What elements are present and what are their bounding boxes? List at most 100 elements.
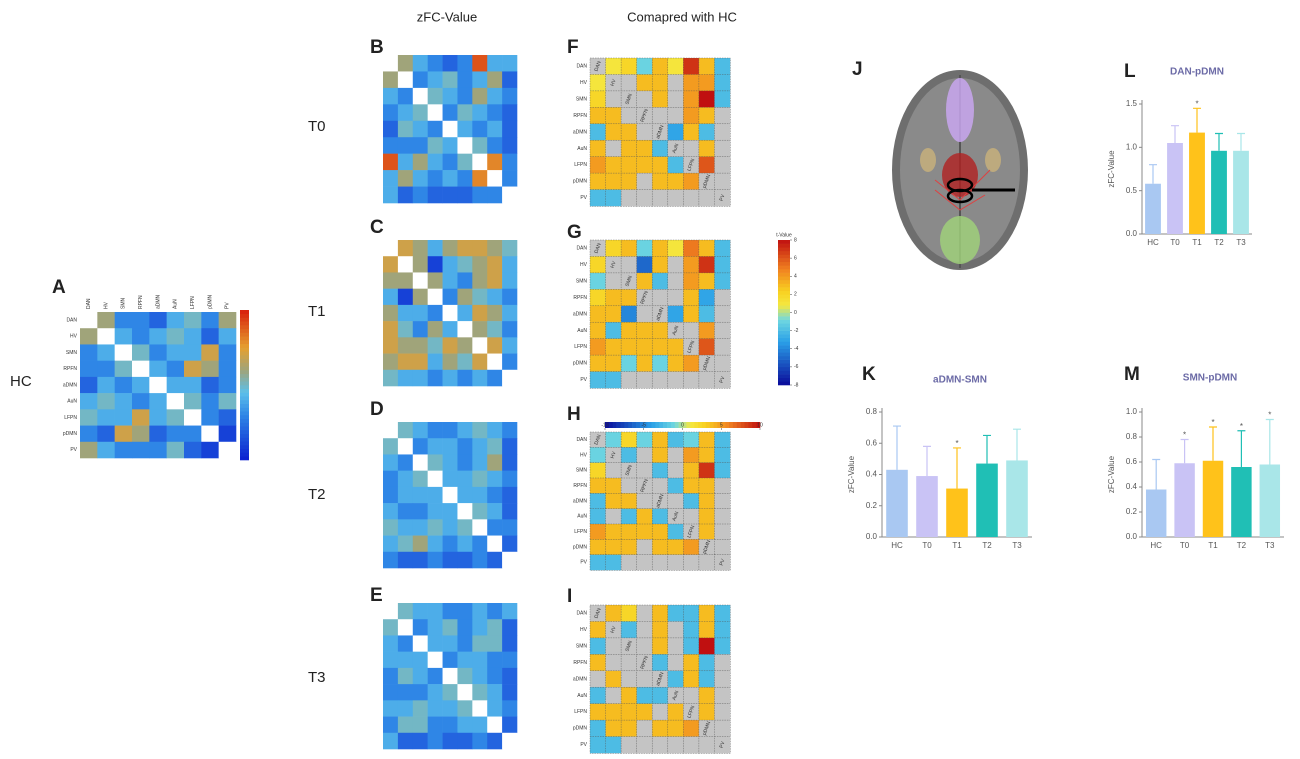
diagonal-label: LFPN [686, 705, 696, 719]
cell [487, 87, 503, 105]
panel-letter: C [370, 217, 384, 238]
cell [620, 493, 638, 510]
colorbar-step [674, 422, 679, 428]
colorbar-step [778, 348, 790, 353]
row-label: RPFN [573, 295, 587, 301]
empty-cell [620, 371, 638, 389]
row-label: aDMN [573, 129, 588, 135]
colorbar-step [778, 381, 790, 386]
colorbar-step [729, 422, 734, 428]
cell [636, 156, 653, 174]
cell [132, 328, 150, 345]
diagonal-label: DAN [593, 607, 602, 619]
cell [502, 635, 518, 652]
colorbar-step [778, 301, 790, 306]
cell [620, 447, 638, 464]
cell [442, 422, 458, 439]
cell [636, 140, 653, 158]
row-label: AuN [577, 693, 587, 699]
cell [652, 57, 669, 75]
x-tick-label: T2 [982, 541, 992, 550]
cell [412, 288, 428, 306]
cell [472, 732, 488, 750]
cell [218, 425, 237, 443]
colorbar-tick-label: 0 [794, 310, 797, 316]
cell [412, 619, 428, 636]
colorbar-step [240, 347, 249, 352]
cell [714, 272, 731, 290]
cell [605, 719, 622, 738]
empty-cell [442, 667, 458, 685]
cell [457, 700, 473, 717]
cell [652, 523, 669, 540]
cell [412, 55, 428, 72]
colorbar-step [240, 426, 249, 431]
cell [605, 239, 622, 257]
cell [487, 486, 503, 504]
panel-letter: A [52, 277, 66, 298]
empty-cell [502, 732, 518, 750]
diagonal-label: AuN [671, 325, 680, 337]
colorbar-step [240, 411, 249, 416]
diagonal-label: SMN [624, 93, 634, 106]
colorbar-step [240, 351, 249, 356]
empty-cell [714, 703, 731, 721]
cell [383, 454, 399, 471]
empty-cell [636, 172, 653, 191]
empty-cell [605, 90, 622, 108]
cell [184, 425, 202, 443]
cell [589, 189, 607, 207]
empty-cell [636, 554, 653, 571]
cell [457, 186, 473, 204]
colorbar-step [240, 310, 249, 315]
column-header: Comapred with HC [627, 9, 737, 24]
colorbar-label: t-Value [776, 232, 792, 238]
panel-letter: G [567, 222, 582, 243]
colorbar-step [778, 359, 790, 364]
bar [946, 488, 968, 537]
cell [397, 635, 414, 652]
colorbar-step [778, 250, 790, 255]
diagonal-label: DAN [593, 242, 602, 254]
cell [714, 57, 731, 75]
region [942, 153, 978, 197]
significance: * [1211, 418, 1214, 427]
empty-cell [714, 140, 731, 158]
cell [457, 240, 473, 257]
chart-title: aDMN-SMN [933, 375, 987, 386]
cell [427, 519, 443, 536]
cell [442, 438, 458, 455]
cell [589, 703, 607, 721]
empty-cell [472, 519, 488, 536]
cell [698, 621, 715, 639]
cell [683, 621, 700, 639]
colorbar-step [778, 352, 790, 357]
column-label: PV [225, 302, 231, 309]
panel-letter: B [370, 37, 384, 58]
cell [667, 239, 684, 257]
colorbar-step [778, 298, 790, 302]
cell [636, 57, 653, 75]
cell [383, 71, 399, 89]
empty-cell [620, 256, 638, 274]
cell [487, 137, 503, 154]
region [946, 78, 974, 142]
colorbar-step [778, 345, 790, 350]
row-label: PV [70, 447, 77, 453]
diagonal-label: aDMN [655, 671, 666, 687]
cell [698, 687, 715, 705]
cell [442, 256, 458, 273]
colorbar-step [778, 316, 790, 321]
cell [487, 369, 503, 387]
cell [652, 654, 669, 672]
cell [589, 256, 607, 274]
panel-letter: M [1124, 364, 1140, 385]
panel-letter: J [852, 59, 863, 80]
colorbar-step [778, 279, 790, 284]
empty-cell [605, 462, 622, 479]
cell [698, 523, 715, 540]
colorbar-step [624, 422, 629, 428]
cell [605, 554, 622, 571]
row-label: LFPN [574, 529, 587, 535]
empty-cell [667, 462, 684, 479]
